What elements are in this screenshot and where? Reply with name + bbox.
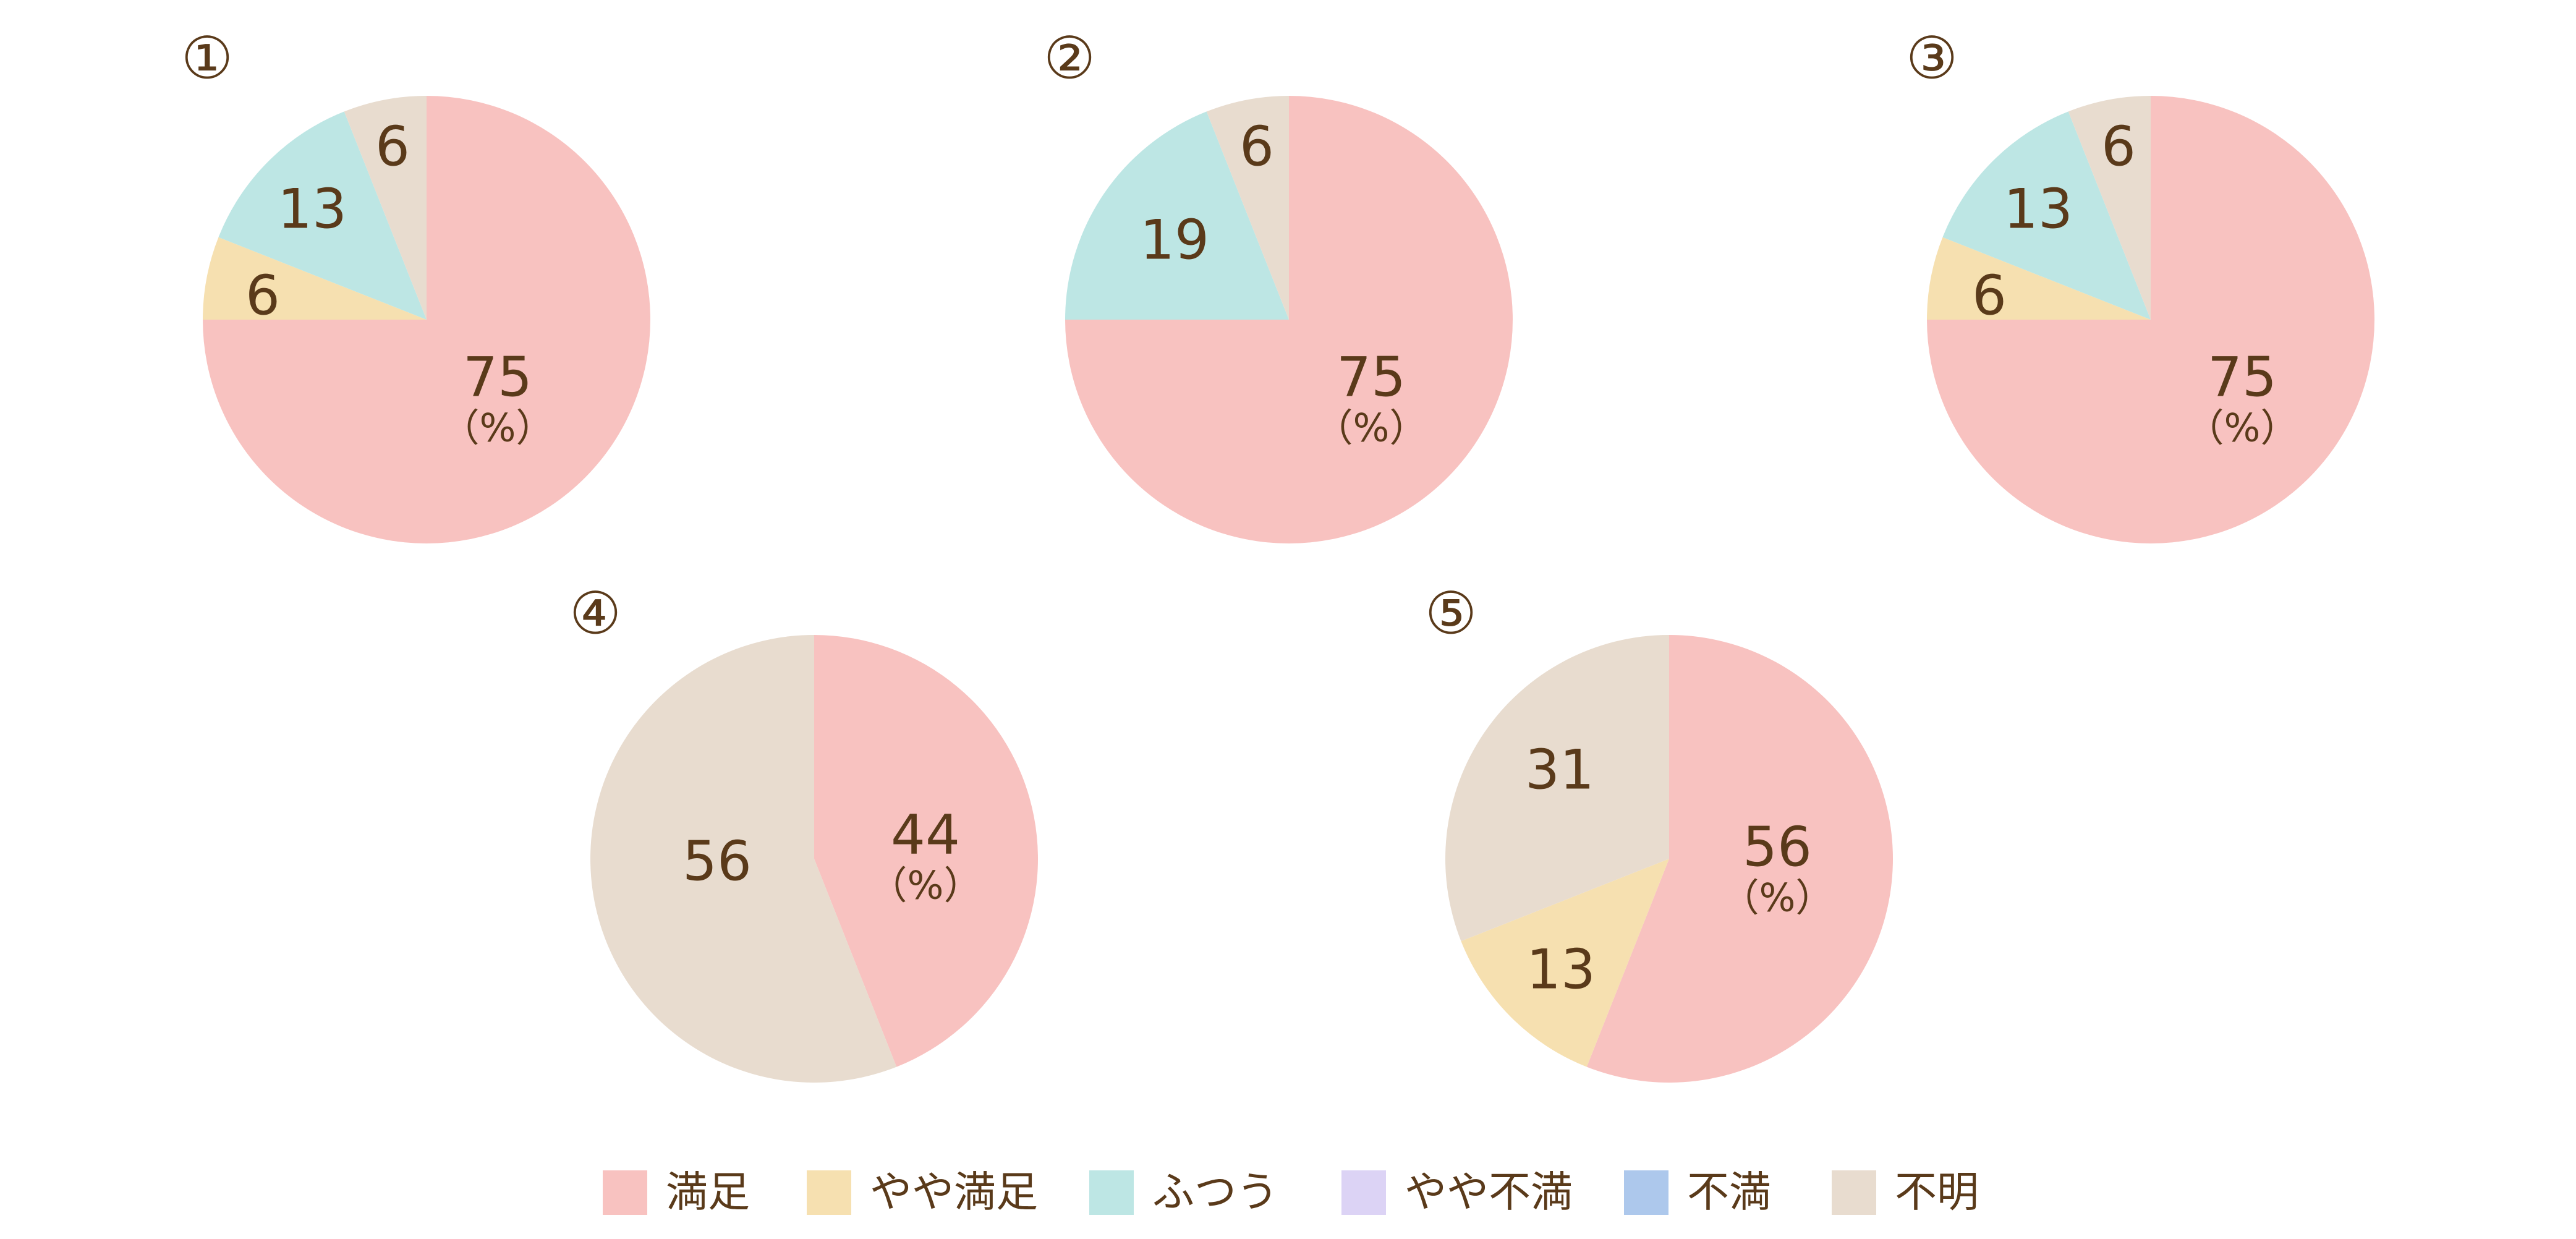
legend-label: ふつう (1152, 1169, 1278, 1217)
pie-3: ③ 75（%） 6 13 6 (1906, 25, 2374, 543)
slice-value-label: 75 (2208, 346, 2277, 409)
slice-value-label: 6 (1972, 264, 2007, 328)
slice-value-label: 56 (1743, 815, 1812, 879)
slice-value-label: 13 (278, 177, 347, 241)
legend-swatch (1089, 1170, 1134, 1215)
legend-item: やや満足 (807, 1169, 1038, 1217)
pie-1: ① 75（%） 6 13 6 (181, 25, 650, 543)
slice-value-label: 31 (1525, 738, 1594, 802)
legend-swatch (807, 1170, 851, 1215)
legend-swatch (603, 1170, 647, 1215)
pie-slice (590, 635, 897, 1083)
legend-item: やや不満 (1341, 1169, 1573, 1217)
legend: 満足 やや満足 ふつう やや不満 不満 不明 (603, 1169, 1979, 1217)
pie-slice (1065, 111, 1289, 320)
percent-unit-label: （%） (1315, 406, 1428, 451)
pie-slice (2068, 96, 2151, 320)
slice-value-label: 56 (682, 830, 752, 893)
pie-slice (814, 635, 1039, 1067)
pie-number-label: ① (181, 25, 233, 93)
pie-number-label: ③ (1906, 25, 1958, 93)
legend-swatch (1624, 1170, 1668, 1215)
percent-unit-label: （%） (1721, 875, 1834, 921)
legend-swatch (1341, 1170, 1386, 1215)
slice-value-label: 6 (1239, 115, 1274, 179)
slice-value-label: 6 (245, 264, 280, 328)
legend-swatch (1832, 1170, 1876, 1215)
legend-item: ふつう (1089, 1169, 1278, 1217)
pie-slice (1445, 635, 1669, 942)
slice-value-label: 13 (2004, 177, 2073, 241)
pie-4: ④ 44（%） 56 (569, 581, 1039, 1083)
legend-item: 満足 (603, 1169, 750, 1217)
pie-2: ② 75（%） 19 6 (1044, 25, 1513, 543)
slice-value-label: 75 (463, 346, 532, 409)
percent-unit-label: （%） (441, 406, 555, 451)
pie-slice (344, 96, 427, 320)
slice-value-label: 6 (375, 115, 410, 179)
legend-label: 不満 (1687, 1169, 1771, 1217)
pie-number-label: ② (1044, 25, 1095, 93)
legend-label: やや満足 (870, 1169, 1038, 1217)
legend-label: 満足 (666, 1169, 750, 1217)
pie-slice (1586, 635, 1893, 1083)
pie-number-label: ④ (569, 581, 621, 648)
pie-5: ⑤ 56（%） 13 31 (1425, 581, 1893, 1083)
legend-label: やや不満 (1405, 1169, 1573, 1217)
slice-value-label: 19 (1140, 208, 1209, 272)
slice-value-label: 13 (1526, 938, 1596, 1002)
percent-unit-label: （%） (869, 863, 982, 908)
legend-label: 不明 (1895, 1169, 1979, 1217)
pie-slice (203, 237, 427, 320)
legend-item: 不満 (1624, 1169, 1771, 1217)
pie-slice (1927, 237, 2151, 320)
slice-value-label: 6 (2101, 115, 2136, 179)
legend-item: 不明 (1832, 1169, 1979, 1217)
pie-slice (218, 111, 427, 320)
pie-slice (1206, 96, 1289, 320)
pie-slice (1942, 111, 2151, 320)
slice-value-label: 75 (1337, 346, 1406, 409)
percent-unit-label: （%） (2186, 406, 2299, 451)
pie-number-label: ⑤ (1425, 581, 1477, 648)
pie-slice (1461, 859, 1669, 1067)
slice-value-label: 44 (891, 803, 960, 867)
